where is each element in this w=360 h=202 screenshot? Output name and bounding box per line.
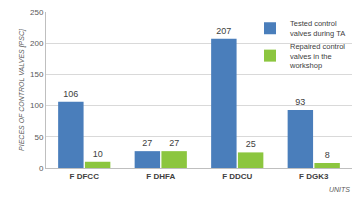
svg-text:100: 100 <box>30 101 44 110</box>
svg-text:250: 250 <box>30 8 44 17</box>
svg-text:207: 207 <box>216 26 231 36</box>
svg-text:27: 27 <box>169 138 179 148</box>
svg-text:0: 0 <box>39 164 44 173</box>
svg-text:UNITS: UNITS <box>329 186 350 193</box>
svg-text:F DHFA: F DHFA <box>146 172 175 181</box>
svg-text:25: 25 <box>246 139 256 149</box>
svg-text:Tested controlvalves during TA: Tested controlvalves during TA <box>290 19 345 38</box>
svg-text:F DFCC: F DFCC <box>70 172 100 181</box>
svg-text:F DDCU: F DDCU <box>222 172 252 181</box>
svg-text:93: 93 <box>295 97 305 107</box>
svg-text:106: 106 <box>63 89 78 99</box>
svg-text:27: 27 <box>142 138 152 148</box>
svg-text:Repaired controlvalves in thew: Repaired controlvalves in theworkshop <box>289 42 345 71</box>
svg-text:10: 10 <box>93 149 103 159</box>
svg-text:8: 8 <box>325 150 330 160</box>
svg-text:150: 150 <box>30 70 44 79</box>
svg-text:F DGK3: F DGK3 <box>299 172 329 181</box>
svg-text:PIECES OF CONTROL VALVES [PSC]: PIECES OF CONTROL VALVES [PSC] <box>18 28 26 151</box>
svg-text:50: 50 <box>34 133 43 142</box>
svg-text:200: 200 <box>30 39 44 48</box>
